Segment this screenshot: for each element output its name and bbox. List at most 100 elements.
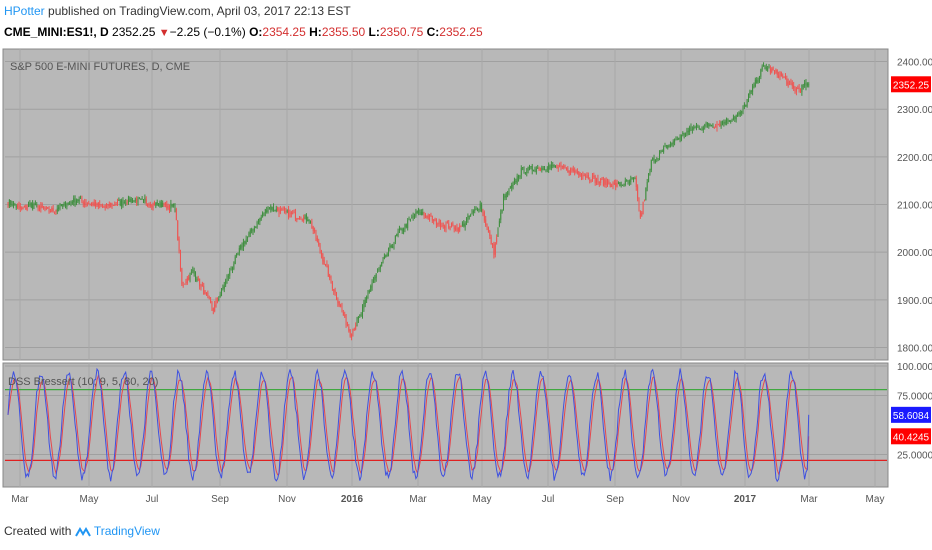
candle-body	[575, 170, 577, 172]
candle-body	[730, 120, 732, 122]
candle-body	[746, 99, 748, 107]
candle-body	[661, 150, 663, 152]
candle-body	[147, 203, 149, 206]
candle-body	[271, 206, 273, 210]
candle-body	[571, 168, 573, 170]
candle-body	[735, 115, 737, 120]
candle-body	[80, 197, 82, 199]
candle-body	[713, 126, 715, 129]
candle-body	[617, 182, 619, 184]
candle-body	[570, 168, 572, 174]
candle-body	[668, 144, 670, 148]
author-link[interactable]: HPotter	[4, 4, 45, 18]
candle-body	[798, 87, 800, 89]
candle-body	[405, 224, 407, 228]
candle-body	[764, 66, 766, 67]
candle-body	[181, 268, 183, 285]
candle-body	[58, 207, 60, 209]
candle-body	[411, 217, 413, 219]
candle-body	[683, 133, 685, 136]
candle-body	[282, 208, 284, 210]
candle-body	[433, 219, 435, 222]
candle-body	[203, 285, 205, 295]
candle-body	[757, 80, 759, 82]
candle-body	[471, 212, 473, 214]
candle-body	[44, 207, 46, 210]
candle-body	[251, 229, 253, 232]
candle-body	[256, 222, 258, 228]
candle-body	[227, 276, 229, 278]
candle-body	[119, 200, 121, 206]
candle-body	[511, 185, 513, 189]
candle-body	[449, 228, 451, 230]
candle-body	[700, 128, 702, 130]
candle-body	[37, 205, 39, 210]
candle-body	[304, 214, 306, 216]
candle-body	[33, 204, 35, 206]
candle-body	[553, 164, 555, 168]
price-tick-label: 2400.00	[897, 58, 932, 69]
candle-body	[593, 175, 595, 177]
candle-body	[753, 84, 755, 88]
price-tick-label: 2200.00	[897, 153, 932, 164]
candle-body	[133, 200, 135, 203]
candle-body	[148, 204, 150, 206]
candle-body	[667, 145, 669, 149]
candle-body	[775, 69, 777, 73]
candle-body	[107, 204, 109, 207]
candle-body	[316, 238, 318, 242]
candle-body	[270, 205, 272, 210]
candle-body	[519, 175, 521, 178]
oscillator-lines	[5, 367, 887, 483]
candle-body	[463, 223, 465, 227]
axes: 2400.00 2300.00 2200.00 2100.00 2000.00 1900.…	[11, 58, 932, 505]
candle-body	[286, 210, 288, 212]
open-value: 2354.25	[262, 25, 306, 39]
candle-body	[290, 212, 292, 214]
candle-body	[289, 212, 291, 217]
candle-body	[412, 216, 414, 218]
candle-body	[258, 220, 259, 222]
time-tick-label: May	[473, 494, 492, 505]
chart-canvas[interactable]: 2400.00 2300.00 2200.00 2100.00 2000.00 1900.…	[0, 0, 932, 520]
candle-body	[396, 234, 398, 236]
candle-body	[312, 227, 314, 232]
candle-body	[691, 129, 693, 131]
candle-body	[442, 225, 444, 227]
candle-body	[49, 211, 51, 213]
candle-body	[564, 167, 566, 169]
candle-body	[400, 228, 402, 230]
candle-body	[643, 199, 645, 202]
symbol-name[interactable]: CME_MINI:ES1!	[4, 25, 94, 39]
time-tick-label: Jul	[146, 494, 159, 505]
grid-lines	[5, 49, 887, 487]
candle-body	[414, 216, 415, 217]
candle-body	[675, 139, 677, 141]
candle-body	[767, 68, 769, 71]
candle-body	[388, 248, 389, 256]
candle-body	[557, 167, 559, 169]
close-label: C:	[426, 25, 440, 39]
candle-body	[336, 292, 337, 299]
candle-body	[804, 82, 806, 86]
candle-body	[797, 88, 799, 89]
candle-body	[325, 264, 327, 266]
candle-body	[371, 282, 373, 288]
candle-body	[726, 118, 728, 123]
candle-body	[646, 181, 648, 188]
close-value: 2352.25	[439, 25, 483, 39]
candle-body	[457, 228, 459, 232]
candle-body	[419, 209, 421, 214]
candle-body	[801, 84, 803, 93]
candle-body	[381, 261, 383, 267]
candle-body	[56, 208, 58, 212]
candle-body	[240, 244, 242, 249]
candle-body	[301, 219, 303, 221]
candle-body	[274, 210, 276, 212]
tradingview-brand[interactable]: TradingView	[93, 524, 160, 538]
candle-body	[383, 256, 385, 260]
candle-body	[534, 170, 536, 172]
candle-body	[576, 171, 578, 173]
candle-body	[539, 168, 541, 170]
candle-body	[173, 203, 175, 206]
